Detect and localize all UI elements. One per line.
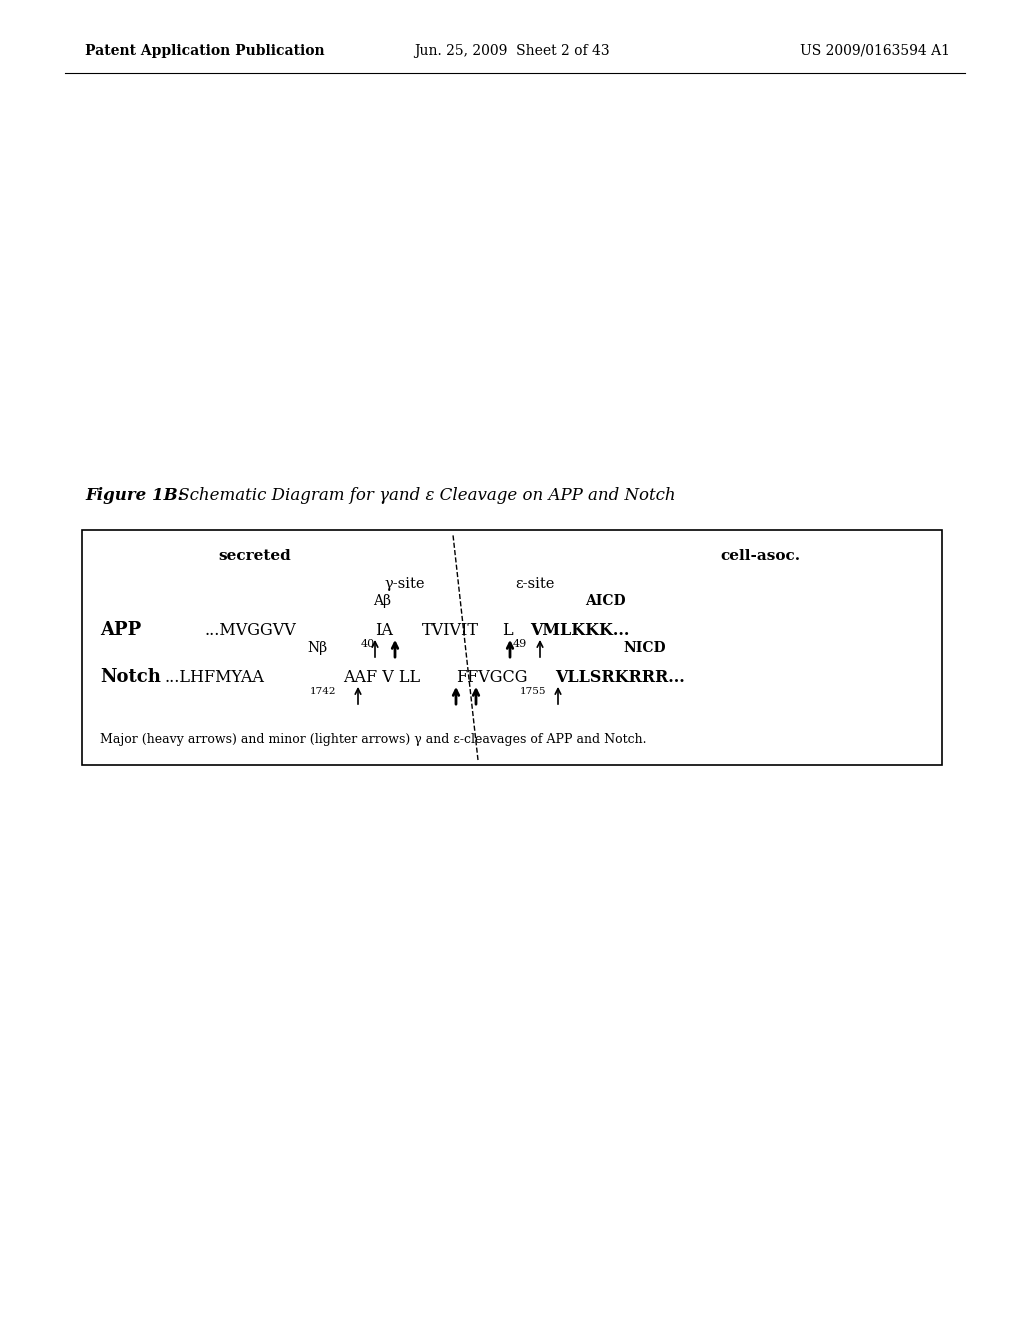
Text: Jun. 25, 2009  Sheet 2 of 43: Jun. 25, 2009 Sheet 2 of 43	[414, 44, 610, 58]
Text: Notch: Notch	[100, 668, 161, 686]
Text: Patent Application Publication: Patent Application Publication	[85, 44, 325, 58]
Text: cell-asoc.: cell-asoc.	[720, 549, 800, 564]
Text: FFVGCG: FFVGCG	[456, 669, 527, 686]
Text: ...LHFMYAA: ...LHFMYAA	[165, 669, 265, 686]
Text: VLLSRKRRR...: VLLSRKRRR...	[555, 669, 685, 686]
Text: γ-site: γ-site	[385, 577, 425, 591]
Text: AAF V LL: AAF V LL	[343, 669, 420, 686]
Text: 1755: 1755	[520, 686, 547, 696]
Text: ...MVGGVV: ...MVGGVV	[205, 622, 297, 639]
Text: ε-site: ε-site	[515, 577, 555, 591]
Text: Nβ: Nβ	[307, 642, 327, 655]
Text: secreted: secreted	[219, 549, 292, 564]
Text: AICD: AICD	[585, 594, 626, 609]
Text: NICD: NICD	[624, 642, 667, 655]
Text: VMLKKK...: VMLKKK...	[530, 622, 630, 639]
Text: APP: APP	[100, 620, 141, 639]
Text: Schematic Diagram for γand ε Cleavage on APP and Notch: Schematic Diagram for γand ε Cleavage on…	[173, 487, 676, 504]
Text: Major (heavy arrows) and minor (lighter arrows) γ and ε-cleavages of APP and Not: Major (heavy arrows) and minor (lighter …	[100, 733, 646, 746]
Text: US 2009/0163594 A1: US 2009/0163594 A1	[800, 44, 950, 58]
Text: 49: 49	[513, 639, 527, 649]
Text: Figure 1B:: Figure 1B:	[85, 487, 183, 504]
Text: L: L	[502, 622, 513, 639]
Text: 40: 40	[361, 639, 375, 649]
Text: TVIVIT: TVIVIT	[422, 622, 479, 639]
Text: Aβ: Aβ	[373, 594, 391, 609]
Bar	[82, 531, 942, 766]
Text: IA: IA	[375, 622, 393, 639]
Text: 1742: 1742	[310, 686, 337, 696]
